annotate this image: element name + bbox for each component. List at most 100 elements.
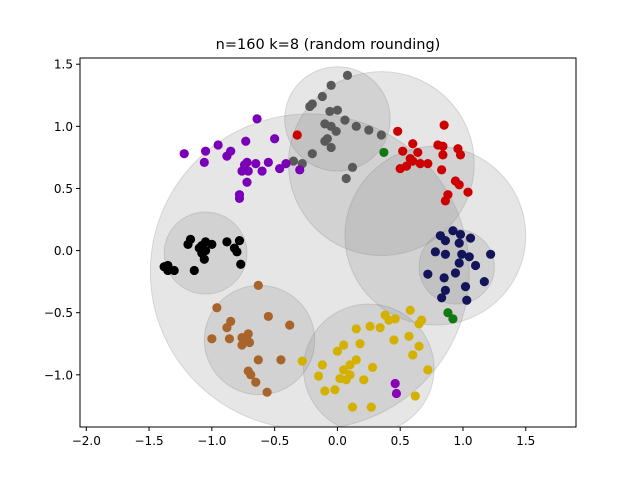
data-point-0-5 xyxy=(332,105,343,115)
data-point-6-15 xyxy=(276,355,286,365)
data-point-1-16 xyxy=(395,163,405,174)
y-tick-label-3: 0.5 xyxy=(54,182,73,196)
data-point-3-12 xyxy=(199,254,209,264)
data-point-4-9 xyxy=(464,252,474,262)
data-point-2-17 xyxy=(275,163,285,174)
data-point-5-1 xyxy=(443,308,453,318)
data-point-4-4 xyxy=(465,233,476,243)
data-point-1-9 xyxy=(438,150,448,160)
data-point-3-3 xyxy=(222,237,232,247)
data-point-2-10 xyxy=(263,157,273,167)
data-point-2-13 xyxy=(281,159,291,169)
data-point-3-18 xyxy=(236,259,246,269)
data-point-3-11 xyxy=(232,247,242,257)
data-point-0-12 xyxy=(364,125,374,135)
data-point-0-17 xyxy=(307,149,317,159)
x-tick-label-6: 1.0 xyxy=(453,434,472,448)
data-point-6-14 xyxy=(253,355,263,365)
data-point-5-0 xyxy=(379,147,389,158)
data-point-2-18 xyxy=(295,165,305,175)
data-point-0-10 xyxy=(351,121,361,131)
data-point-7-15 xyxy=(408,350,418,360)
data-point-3-4 xyxy=(183,239,193,249)
data-point-6-5 xyxy=(285,320,295,330)
data-point-6-18 xyxy=(251,377,261,387)
data-point-7-17 xyxy=(351,355,361,365)
data-point-7-6 xyxy=(365,321,375,331)
data-point-6-0 xyxy=(253,280,263,290)
y-tick-label-0: −1.0 xyxy=(44,368,73,382)
data-point-4-20 xyxy=(462,295,472,305)
x-tick-label-5: 0.5 xyxy=(391,434,410,448)
x-tick-label-3: −0.5 xyxy=(260,434,289,448)
data-point-6-4 xyxy=(222,323,232,333)
data-point-0-13 xyxy=(376,130,386,140)
data-point-0-0 xyxy=(342,70,353,80)
data-point-1-14 xyxy=(423,159,433,169)
data-point-1-12 xyxy=(408,156,418,166)
data-point-7-11 xyxy=(339,340,349,350)
y-axis: −1.0 −0.5 0.0 0.5 1.0 1.5 xyxy=(44,58,80,382)
data-point-7-32 xyxy=(366,402,376,412)
x-tick-label-2: −1.0 xyxy=(197,434,226,448)
data-point-2-8 xyxy=(199,157,209,167)
data-point-1-13 xyxy=(415,159,425,169)
data-point-0-16 xyxy=(326,142,336,153)
data-point-7-18 xyxy=(345,360,355,370)
data-point-4-13 xyxy=(450,268,461,278)
data-point-2-15 xyxy=(243,166,253,176)
data-point-0-1 xyxy=(326,80,336,90)
data-point-2-21 xyxy=(234,193,245,203)
x-tick-label-7: 1.5 xyxy=(516,434,535,448)
data-point-4-17 xyxy=(460,282,471,292)
data-point-3-16 xyxy=(163,265,173,276)
data-point-7-14 xyxy=(332,346,343,356)
data-point-7-0 xyxy=(405,305,415,315)
data-point-4-11 xyxy=(454,258,464,268)
data-point-4-1 xyxy=(455,229,466,240)
data-point-7-16 xyxy=(297,356,307,366)
data-point-6-17 xyxy=(246,370,256,380)
data-point-1-2 xyxy=(439,120,449,130)
x-tick-label-0: −2.0 xyxy=(72,434,101,448)
data-point-0-4 xyxy=(305,101,315,112)
data-point-0-11 xyxy=(331,126,341,136)
data-point-1-8 xyxy=(413,147,423,158)
data-point-4-12 xyxy=(470,260,481,271)
data-point-7-10 xyxy=(389,335,399,345)
data-point-6-7 xyxy=(207,334,217,344)
x-tick-label-1: −1.5 xyxy=(134,434,163,448)
coverage-circle-5 xyxy=(203,284,316,396)
data-point-4-15 xyxy=(439,273,449,283)
data-point-4-3 xyxy=(440,236,451,246)
data-point-0-18 xyxy=(347,162,358,172)
x-axis: −2.0 −1.5 −1.0 −0.5 0.0 0.5 1.0 1.5 xyxy=(72,427,535,448)
data-point-0-2 xyxy=(317,91,327,102)
coverage-circle-0 xyxy=(149,113,470,427)
data-point-4-6 xyxy=(486,249,496,259)
data-point-0-15 xyxy=(322,134,332,144)
data-point-4-18 xyxy=(440,285,451,295)
data-point-1-3 xyxy=(408,139,418,149)
data-point-1-17 xyxy=(437,165,447,175)
data-point-2-1 xyxy=(270,134,280,144)
data-point-7-19 xyxy=(317,360,327,370)
data-point-4-16 xyxy=(479,277,489,287)
data-point-7-31 xyxy=(347,402,358,412)
y-tick-label-1: −0.5 xyxy=(44,306,73,320)
data-point-4-0 xyxy=(448,226,458,236)
data-point-1-20 xyxy=(463,187,473,197)
data-point-7-23 xyxy=(359,375,369,385)
data-point-7-3 xyxy=(384,315,394,325)
data-point-1-5 xyxy=(438,141,448,151)
data-point-2-4 xyxy=(200,146,211,156)
data-point-2-0 xyxy=(252,114,262,124)
data-point-1-19 xyxy=(454,180,464,190)
data-point-4-7 xyxy=(440,249,451,259)
data-point-7-26 xyxy=(313,371,324,381)
data-point-7-30 xyxy=(410,391,420,401)
data-point-4-8 xyxy=(457,249,467,259)
chart-title: n=160 k=8 (random rounding) xyxy=(216,37,441,53)
